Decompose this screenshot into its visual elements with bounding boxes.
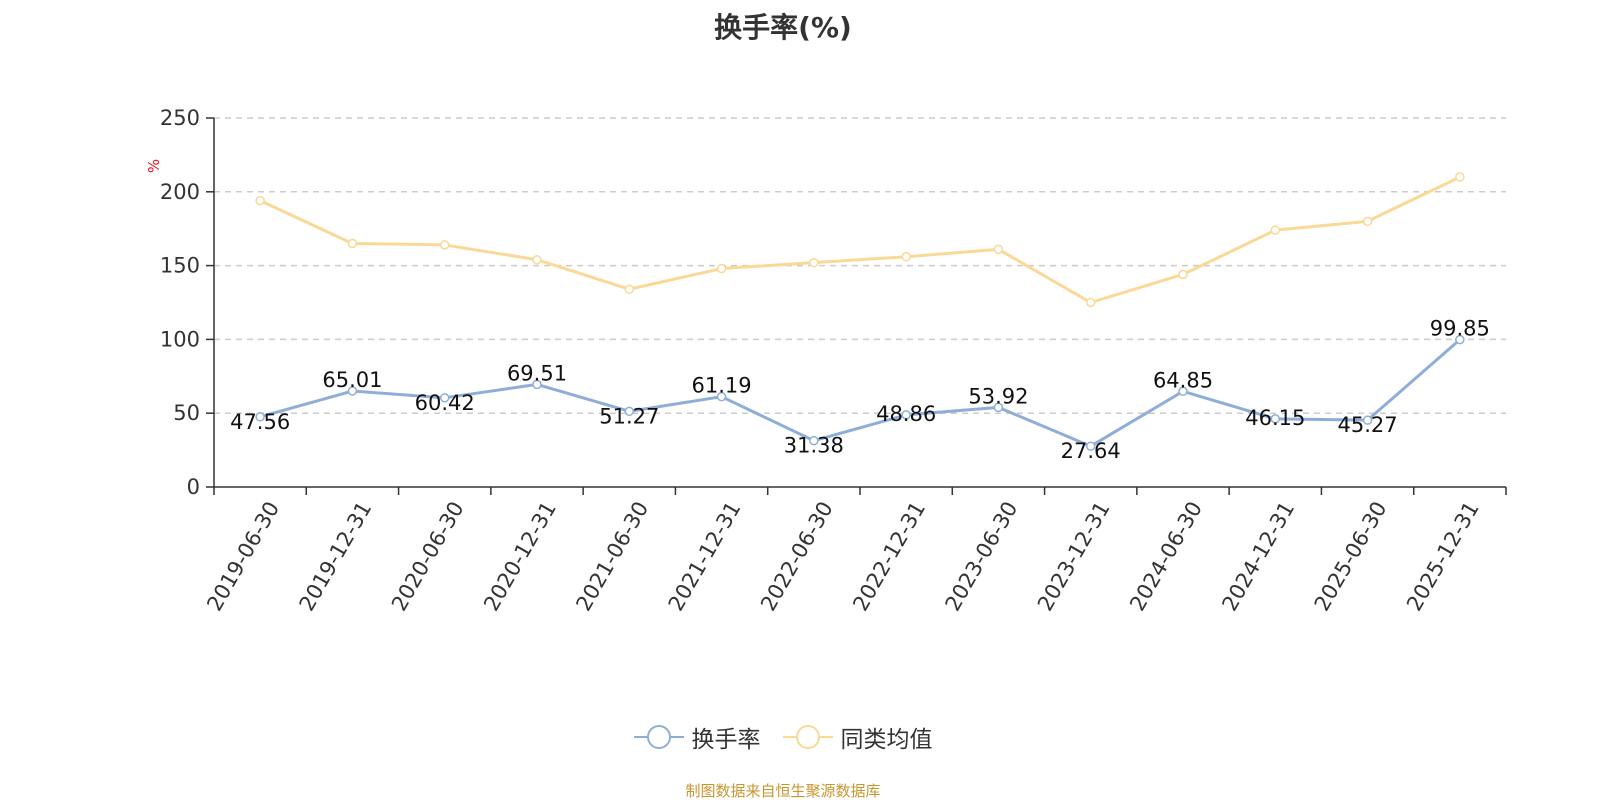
turnover-point (1085, 441, 1096, 451)
turnover-point (1362, 415, 1373, 425)
peer-average-point (255, 195, 265, 206)
turnover-data-label: 31.38 (784, 434, 844, 458)
turnover-data-label: 64.85 (1153, 368, 1213, 392)
y-tick-label: 100 (160, 327, 200, 351)
turnover-point (809, 435, 819, 446)
y-axis-unit-label: % (145, 159, 163, 173)
peer-average-point (532, 254, 542, 265)
turnover-data-label: 61.19 (692, 374, 752, 398)
peer-average-point (1362, 216, 1373, 227)
x-tick-label: 2023-12-31 (1033, 497, 1115, 615)
x-tick-label: 2023-06-30 (941, 497, 1023, 615)
turnover-data-label: 27.64 (1061, 439, 1121, 463)
turnover-point (439, 393, 450, 403)
turnover-data-label: 65.01 (322, 368, 382, 392)
turnover-point (716, 391, 727, 402)
peer-average-point (1270, 225, 1281, 235)
turnover-data-label: 45.27 (1338, 413, 1398, 437)
peer-average-point (809, 257, 819, 268)
x-tick-label: 2020-12-31 (479, 497, 561, 615)
grid-lines (214, 117, 1506, 414)
y-tick-label: 250 (160, 106, 200, 130)
turnover-point (255, 412, 265, 422)
y-tick-label: 0 (187, 475, 200, 499)
legend: 换手率 同类均值 (0, 720, 1566, 754)
peer-average-point (439, 240, 450, 250)
peer-average-series-line (259, 175, 1461, 304)
turnover-data-label: 51.27 (599, 404, 659, 428)
peer-average-point (1455, 172, 1465, 182)
legend-item-peer-average[interactable]: 同类均值 (782, 720, 933, 754)
turnover-series-line (259, 338, 1461, 448)
peer-average-point (993, 244, 1004, 255)
peer-average-point (901, 251, 911, 262)
x-tick-label: 2021-06-30 (571, 497, 653, 615)
legend-label-peer-average: 同类均值 (840, 727, 933, 753)
turnover-data-label: 47.56 (230, 410, 290, 434)
chart-title: 换手率(%) (714, 11, 852, 44)
turnover-point (624, 406, 635, 417)
turnover-point (1455, 334, 1465, 345)
peer-average-point (624, 284, 635, 294)
x-tick-label: 2022-06-30 (756, 497, 838, 615)
peer-average-point (1085, 297, 1096, 308)
turnover-data-label: 99.85 (1430, 317, 1490, 341)
y-tick-label: 200 (160, 180, 200, 204)
turnover-point (347, 386, 358, 396)
y-tick-label: 50 (173, 401, 200, 425)
legend-circle-peer-average (795, 725, 820, 749)
legend-item-turnover[interactable]: 换手率 (633, 720, 761, 754)
x-tick-label: 2019-06-30 (202, 497, 284, 615)
legend-marker-peer-average-icon (782, 725, 833, 749)
x-tick-label: 2025-06-30 (1310, 497, 1392, 615)
x-tick-label: 2024-12-31 (1217, 497, 1299, 615)
peer-average-point (1178, 269, 1188, 280)
x-tick-label: 2022-12-31 (848, 497, 930, 615)
turnover-point (901, 410, 911, 420)
x-tick-label: 2021-12-31 (664, 497, 746, 615)
y-tick-label: 150 (160, 254, 200, 278)
turnover-data-label: 69.51 (507, 361, 567, 385)
turnover-data-label: 60.42 (415, 391, 475, 415)
legend-marker-turnover-icon (633, 725, 684, 749)
legend-label-turnover: 换手率 (691, 727, 761, 753)
peer-average-point (347, 238, 358, 249)
x-tick-label: 2019-12-31 (295, 497, 377, 615)
turnover-data-label: 53.92 (968, 384, 1028, 408)
x-tick-label: 2020-06-30 (387, 497, 469, 615)
turnover-data-label: 46.15 (1245, 406, 1305, 430)
x-tick-label: 2025-12-31 (1402, 497, 1484, 615)
turnover-point (532, 379, 542, 390)
x-tick-label: 2024-06-30 (1125, 497, 1207, 615)
turnover-point (1178, 386, 1188, 397)
legend-circle-turnover (646, 725, 671, 749)
peer-average-point (716, 263, 727, 274)
turnover-point (1270, 414, 1281, 424)
series-lines (255, 172, 1465, 451)
turnover-point (993, 402, 1004, 413)
data-labels: 47.56 65.01 60.42 69.51 51.27 61.19 31.38 48.86… (230, 317, 1490, 464)
source-note: 制图数据来自恒生聚源数据库 (685, 782, 881, 800)
turnover-data-label: 48.86 (876, 402, 936, 426)
